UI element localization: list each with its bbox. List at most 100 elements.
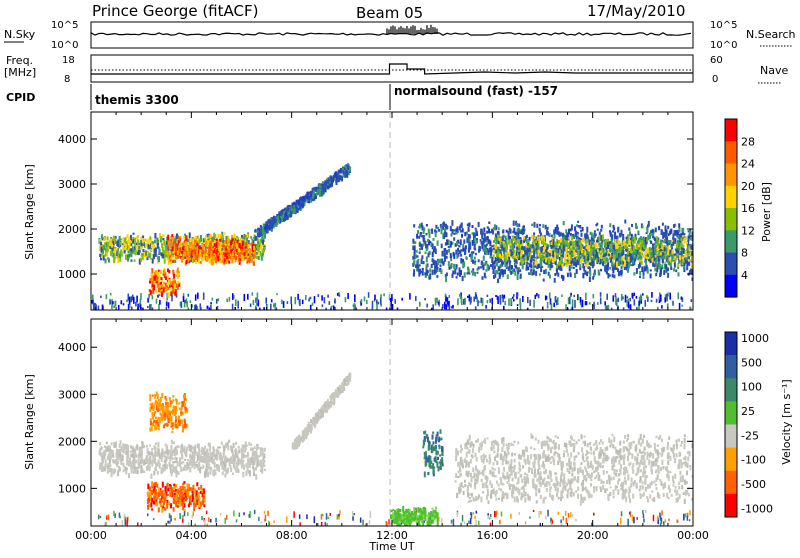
power-cell — [153, 285, 155, 291]
velocity-cell — [627, 519, 629, 526]
power-cell — [527, 244, 529, 246]
power-cell — [615, 293, 617, 297]
power-cell — [347, 165, 349, 170]
power-cell — [217, 256, 219, 262]
power-cell — [445, 294, 447, 297]
power-cell — [518, 239, 520, 244]
power-cell — [610, 244, 612, 248]
velocity-cell — [221, 442, 223, 445]
velocity-cell — [327, 523, 329, 527]
power-cell — [471, 255, 473, 258]
velocity-cell — [665, 519, 667, 522]
power-cell — [598, 257, 600, 262]
power-cell — [690, 237, 692, 240]
power-cell — [128, 250, 130, 253]
power-cell — [678, 292, 680, 299]
power-cell — [216, 242, 218, 248]
power-cell — [416, 250, 418, 253]
power-cell — [234, 234, 236, 238]
power-cell — [630, 254, 632, 259]
power-cell — [100, 296, 102, 299]
power-cell — [528, 252, 530, 257]
power-cell — [556, 225, 558, 228]
velocity-cell — [470, 512, 472, 515]
power-cell — [504, 295, 506, 299]
power-cell — [277, 216, 279, 221]
power-cell — [580, 230, 582, 232]
power-cell — [107, 242, 109, 247]
velocity-cell — [653, 515, 655, 521]
power-cell — [617, 236, 619, 240]
velocity-cell — [293, 511, 295, 518]
velocity-cell — [306, 514, 308, 519]
power-cell — [609, 223, 611, 227]
power-cell — [662, 235, 664, 239]
power-cell — [176, 283, 178, 288]
power-cell — [156, 299, 158, 304]
power-cell — [172, 260, 174, 262]
power-cell — [459, 251, 461, 254]
power-cell — [600, 269, 602, 272]
power-cell — [194, 305, 196, 312]
power-cell — [216, 299, 218, 304]
power-cell — [578, 240, 580, 243]
power-cell — [633, 293, 635, 296]
power-cell — [516, 235, 518, 239]
velocity-cell — [661, 510, 663, 515]
power-cell — [163, 252, 165, 254]
power-cell — [474, 244, 476, 250]
power-cell — [494, 238, 496, 240]
power-cell — [189, 232, 191, 238]
power-cell — [522, 243, 524, 245]
power-cell — [167, 245, 169, 247]
power-cell — [568, 237, 570, 239]
power-cell — [518, 257, 520, 259]
nsky-label: N.Sky — [4, 28, 36, 41]
power-cell — [615, 297, 617, 303]
power-cell — [518, 252, 520, 255]
power-cell — [197, 306, 199, 312]
velocity-cell — [538, 511, 540, 518]
power-cell — [465, 245, 467, 249]
power-cell — [618, 253, 620, 257]
y-tick-label: 4000 — [58, 133, 86, 146]
velocity-cell — [182, 518, 184, 522]
power-cell — [474, 262, 476, 265]
power-cell — [472, 232, 474, 235]
power-cell — [658, 226, 660, 230]
power-cell — [456, 276, 458, 279]
power-cell — [130, 248, 132, 252]
power-cell — [427, 270, 429, 273]
power-cell — [683, 266, 685, 269]
power-cell — [216, 239, 218, 241]
power-cell — [670, 240, 672, 244]
power-cell — [249, 250, 251, 256]
power-cell — [421, 255, 423, 259]
power-cell — [103, 245, 105, 249]
power-cell — [154, 240, 156, 244]
power-cell — [159, 249, 161, 255]
power-cell — [220, 234, 222, 237]
power-cell — [574, 300, 576, 308]
power-cell — [585, 240, 587, 245]
nave-tick-bottom: 0 — [712, 74, 718, 85]
power-cell — [158, 287, 160, 292]
power-cell — [368, 292, 370, 298]
power-cell — [448, 301, 450, 305]
power-cell — [453, 237, 455, 241]
power-cell — [618, 260, 620, 266]
velocity-cell — [187, 459, 189, 461]
power-cell — [448, 246, 450, 248]
power-cell — [612, 246, 614, 249]
power-cell — [599, 232, 601, 236]
velocity-cell — [464, 521, 466, 524]
power-cell — [520, 303, 522, 310]
power-cell — [162, 238, 164, 240]
power-cell — [656, 299, 658, 303]
power-cell — [637, 231, 639, 234]
power-cell — [553, 239, 555, 244]
power-cell — [111, 244, 113, 248]
velocity-cell — [261, 521, 263, 523]
power-cell — [413, 273, 415, 277]
power-cell — [590, 249, 592, 252]
